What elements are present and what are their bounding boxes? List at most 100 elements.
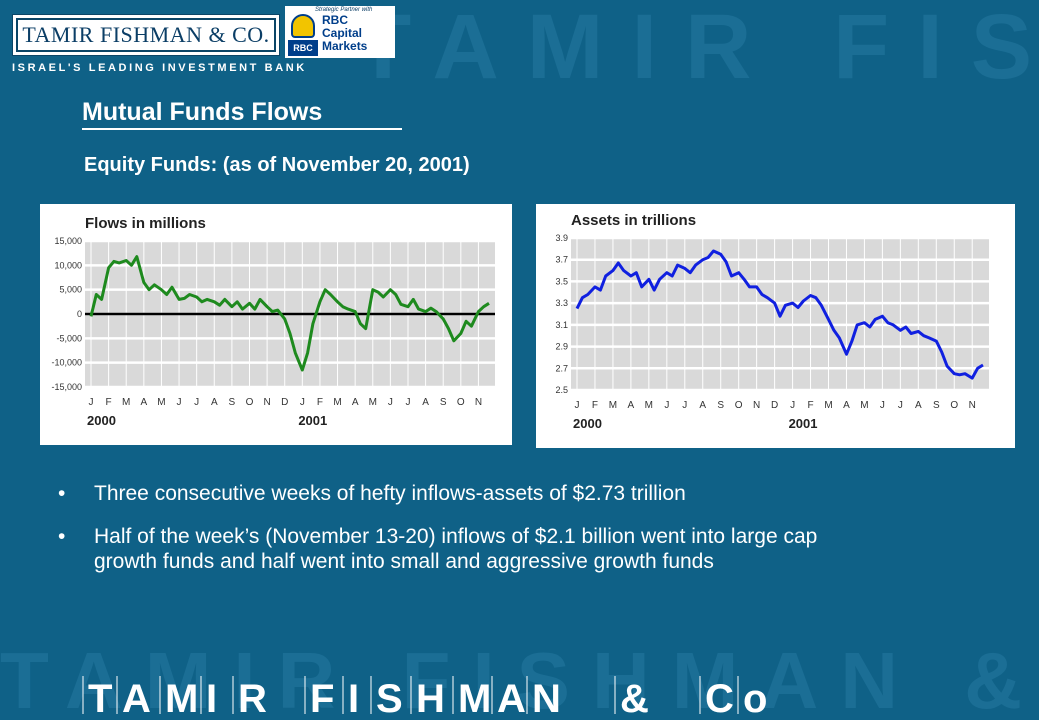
- bottom-letter: C: [705, 677, 734, 720]
- bottom-letter: o: [743, 677, 767, 720]
- x-tick-label: A: [211, 397, 218, 408]
- year-label: 2001: [298, 413, 327, 428]
- x-tick-label: N: [753, 400, 760, 411]
- x-tick-label: A: [352, 397, 359, 408]
- x-tick-label: M: [609, 400, 617, 411]
- x-tick-label: A: [915, 400, 922, 411]
- y-tick-label: 2.9: [555, 342, 568, 352]
- bullet-item: • Three consecutive weeks of hefty inflo…: [58, 481, 858, 506]
- x-tick-label: N: [475, 397, 482, 408]
- y-tick-label: 3.3: [555, 298, 568, 308]
- partner-name: RBC Capital Markets: [322, 14, 367, 53]
- x-tick-label: N: [969, 400, 976, 411]
- x-tick-label: J: [177, 397, 182, 408]
- x-tick-label: F: [807, 400, 813, 411]
- partner-line-2: Capital: [322, 26, 363, 40]
- x-tick-label: A: [422, 397, 429, 408]
- x-tick-label: S: [229, 397, 236, 408]
- x-tick-label: J: [300, 397, 305, 408]
- x-tick-label: O: [735, 400, 743, 411]
- y-tick-label: -10,000: [51, 358, 82, 368]
- bottom-letter: M: [458, 677, 491, 720]
- x-tick-label: M: [645, 400, 653, 411]
- bottom-letter: N: [532, 677, 561, 720]
- company-logo: TAMIR FISHMAN & CO.: [12, 14, 280, 56]
- y-tick-label: 0: [77, 309, 82, 319]
- chart-title: Flows in millions: [85, 215, 206, 232]
- title-underline: [82, 128, 402, 130]
- bottom-letter: &: [620, 677, 649, 720]
- bullet-dot-icon: •: [58, 482, 66, 505]
- y-tick-label: 3.7: [555, 255, 568, 265]
- x-tick-label: D: [771, 400, 778, 411]
- x-tick-label: A: [628, 400, 635, 411]
- x-tick-label: S: [933, 400, 940, 411]
- bg-bottom-ghost: TAMIR FISHMAN &: [0, 636, 1039, 720]
- bottom-letter: R: [238, 677, 267, 720]
- logo-text: TAMIR FISHMAN & CO.: [22, 22, 270, 47]
- page-title: Mutual Funds Flows: [82, 98, 323, 126]
- y-tick-label: 15,000: [54, 236, 82, 246]
- bottom-letter: I: [348, 677, 359, 720]
- x-tick-label: S: [717, 400, 724, 411]
- x-tick-label: M: [369, 397, 377, 408]
- bottom-letter: T: [88, 677, 112, 720]
- x-tick-label: D: [281, 397, 288, 408]
- x-tick-label: O: [950, 400, 958, 411]
- page-subtitle: Equity Funds: (as of November 20, 2001): [84, 154, 470, 176]
- x-tick-label: M: [824, 400, 832, 411]
- x-tick-label: A: [699, 400, 706, 411]
- chart-title: Assets in trillions: [571, 212, 696, 229]
- y-tick-label: 10,000: [54, 260, 82, 270]
- series-line: [575, 249, 984, 380]
- bullet-text: Three consecutive weeks of hefty inflows…: [94, 482, 686, 505]
- x-tick-label: J: [388, 397, 393, 408]
- partner-logo: Strategic Partner with RBC RBC Capital M…: [285, 6, 395, 58]
- x-tick-label: F: [106, 397, 112, 408]
- bottom-letter: A: [122, 677, 151, 720]
- x-tick-label: J: [682, 400, 687, 411]
- bottom-letter: S: [376, 677, 403, 720]
- x-tick-label: J: [575, 400, 580, 411]
- x-tick-label: M: [333, 397, 341, 408]
- x-tick-label: J: [898, 400, 903, 411]
- y-tick-label: -15,000: [51, 382, 82, 392]
- y-tick-label: 3.9: [555, 233, 568, 243]
- rbc-badge: RBC: [288, 40, 318, 56]
- bg-top-letters: TAMIR FISHMAN: [355, 0, 1039, 98]
- x-tick-label: M: [157, 397, 165, 408]
- year-label: 2000: [87, 413, 116, 428]
- y-tick-label: 3.1: [555, 320, 568, 330]
- y-tick-label: 3.5: [555, 276, 568, 286]
- x-tick-label: M: [860, 400, 868, 411]
- x-tick-label: J: [664, 400, 669, 411]
- bullet-list: • Three consecutive weeks of hefty inflo…: [58, 481, 858, 592]
- bottom-letter: A: [497, 677, 526, 720]
- x-tick-label: S: [440, 397, 447, 408]
- bullet-dot-icon: •: [58, 525, 66, 548]
- x-tick-label: J: [194, 397, 199, 408]
- year-label: 2000: [573, 416, 602, 431]
- x-tick-label: F: [317, 397, 323, 408]
- year-label: 2001: [789, 416, 818, 431]
- bullet-item: • Half of the week’s (November 13-20) in…: [58, 524, 858, 574]
- x-tick-label: A: [843, 400, 850, 411]
- x-tick-label: J: [790, 400, 795, 411]
- x-tick-label: F: [592, 400, 598, 411]
- bottom-letter: F: [310, 677, 334, 720]
- x-tick-label: A: [140, 397, 147, 408]
- bottom-letter: H: [416, 677, 445, 720]
- x-tick-label: J: [405, 397, 410, 408]
- x-tick-label: O: [457, 397, 465, 408]
- x-tick-label: O: [246, 397, 254, 408]
- series-line: [89, 255, 490, 372]
- lion-shield-icon: [291, 14, 315, 38]
- y-tick-label: -5,000: [56, 333, 82, 343]
- tagline: ISRAEL'S LEADING INVESTMENT BANK: [12, 62, 307, 74]
- partner-line-1: RBC: [322, 13, 348, 27]
- assets-chart: Assets in trillions J F M A M J J A S O N D J F M A M J J A S…: [536, 204, 1015, 448]
- y-tick-label: 2.7: [555, 363, 568, 373]
- x-tick-label: M: [122, 397, 130, 408]
- y-tick-label: 2.5: [555, 385, 568, 395]
